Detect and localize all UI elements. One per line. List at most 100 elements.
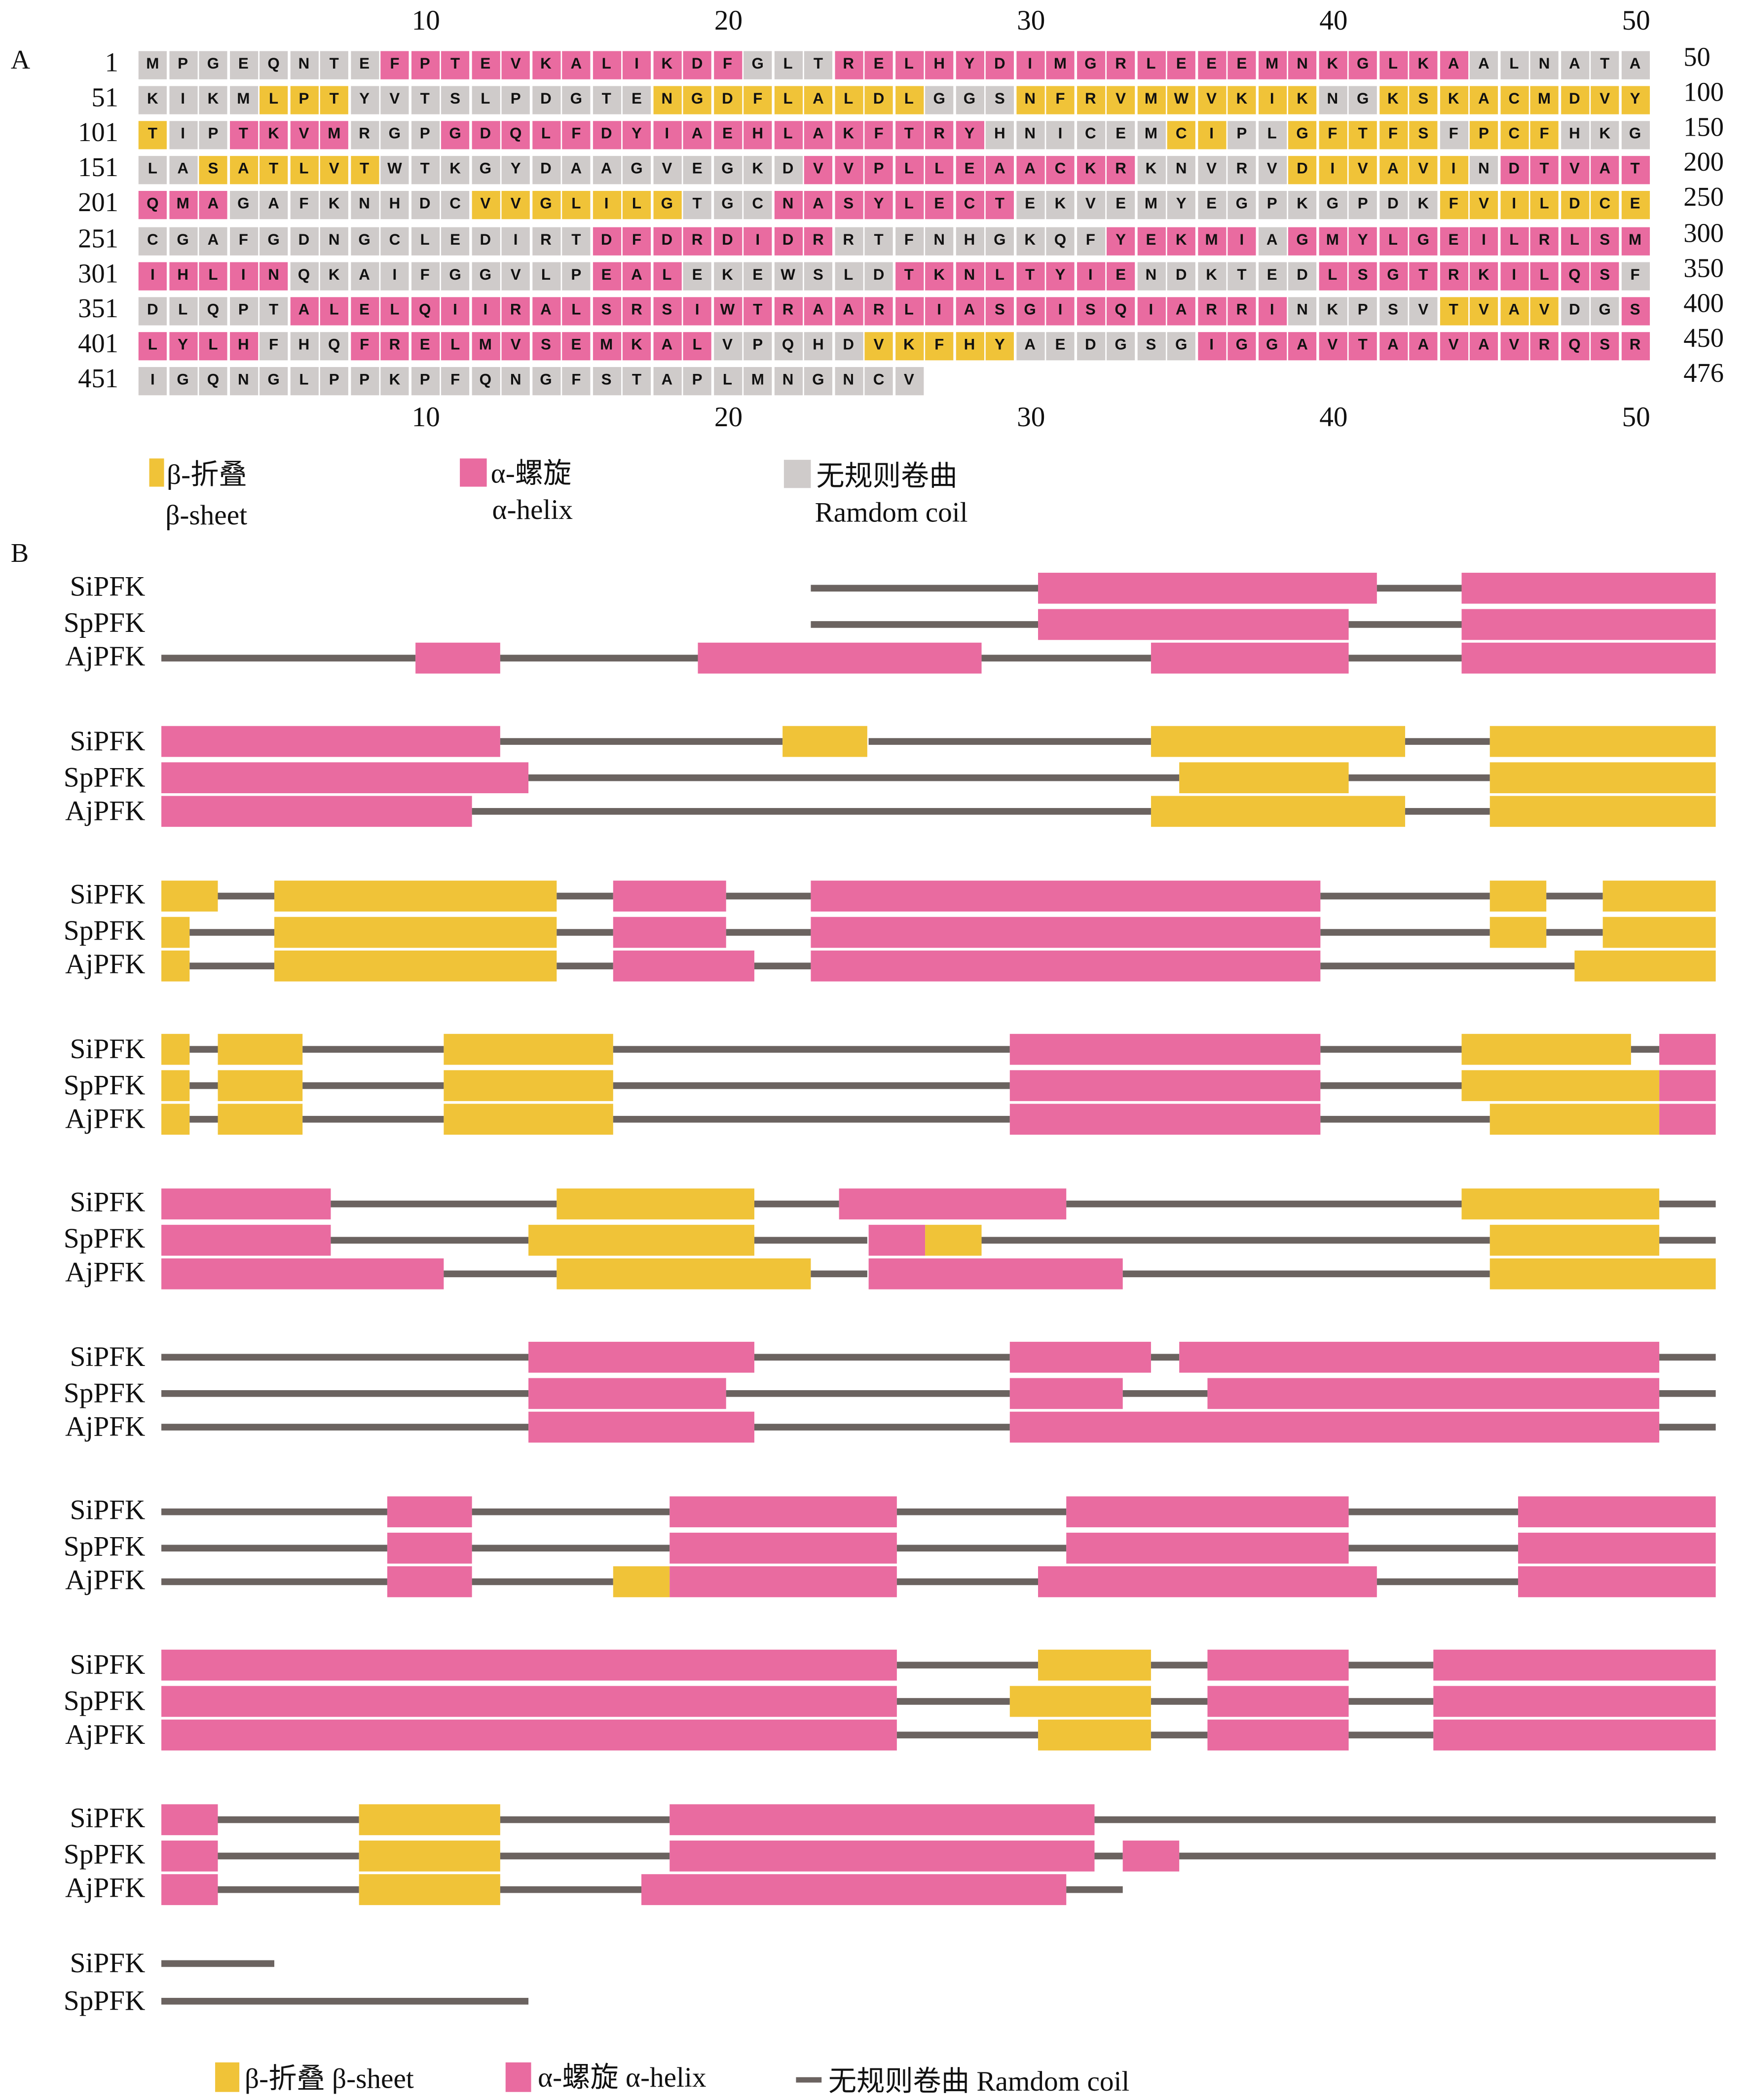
coil-segment [161,1508,388,1515]
residue-cell: A [260,191,288,220]
residue-cell: L [380,296,409,325]
residue-cell: L [1137,51,1165,79]
residue-cell: C [138,226,167,255]
helix-segment [161,1840,218,1871]
helix-swatch [460,458,487,487]
residue-cell: Q [774,332,802,360]
species-label: SiPFK [70,724,146,757]
residue-cell: T [350,156,379,185]
residue-cell: G [1167,332,1195,360]
residue-cell: P [199,121,227,150]
residue-cell: W [713,296,742,325]
residue-cell: S [592,367,621,395]
residue-cell: V [1197,86,1226,114]
residue-cell: A [985,156,1014,185]
residue-cell: L [138,332,167,360]
residue-cell: E [713,121,742,150]
coil-segment [1546,928,1603,935]
sheet-segment [218,1104,303,1135]
sheet-segment [1151,726,1405,757]
coil-segment [500,1815,670,1823]
residue-cell: F [1046,86,1075,114]
residue-cell: F [925,332,954,360]
helix-segment [839,1187,1066,1219]
helix-segment [1066,1532,1349,1563]
residue-cell: D [410,191,439,220]
helix-segment [1659,1104,1716,1135]
residue-cell: K [320,261,348,290]
residue-cell: E [683,261,711,290]
residue-cell: G [471,261,500,290]
residue-cell: F [894,226,923,255]
sheet-segment [1489,916,1547,948]
residue-cell: E [350,51,379,79]
helix-segment [1151,642,1349,673]
residue-cell: G [199,51,227,79]
residue-cell: P [1258,191,1286,220]
residue-cell: R [834,51,863,79]
residue-cell: D [774,226,802,255]
residue-cell: E [1107,261,1135,290]
residue-cell: L [320,296,348,325]
species-label: SpPFK [63,914,146,947]
species-label: SpPFK [63,1684,146,1716]
residue-cell: A [1469,51,1498,79]
ruler-label: 50 [1622,401,1650,433]
coil-segment [1151,1661,1207,1669]
residue-cell: D [683,51,711,79]
residue-cell: G [1288,226,1317,255]
residue-cell: T [1530,156,1559,185]
sheet-segment [1461,1033,1631,1065]
residue-cell: T [260,156,288,185]
residue-cell: R [622,296,651,325]
residue-cell: M [229,86,258,114]
coil-segment [557,962,614,969]
sheet-segment [359,1840,501,1871]
residue-cell: R [531,226,560,255]
sheet-segment [613,1565,670,1597]
residue-cell: M [592,332,621,360]
residue-cell: F [380,51,409,79]
residue-cell: V [653,156,681,185]
residue-cell: Y [169,332,197,360]
residue-cell: I [683,296,711,325]
residue-cell: H [169,261,197,290]
residue-cell: V [320,156,348,185]
helix-segment [528,1378,727,1409]
coil-segment [472,1578,614,1584]
residue-cell: F [622,226,651,255]
coil-segment [1320,892,1490,899]
helix-segment [528,1341,755,1373]
residue-cell: G [683,86,711,114]
residue-cell: I [1318,156,1347,185]
residue-cell: N [229,367,258,395]
helix-segment [1037,608,1349,639]
residue-cell: A [562,51,591,79]
species-label: SiPFK [70,1647,146,1680]
ruler-label: 20 [714,4,743,37]
helix-segment [528,1411,755,1443]
species-label: SiPFK [70,1946,146,1979]
residue-cell: A [1469,332,1498,360]
residue-cell: C [1046,156,1075,185]
sheet-segment [359,1873,501,1905]
row-start-number: 1 [105,48,118,78]
helix-segment [868,1224,925,1255]
coil-segment [1348,1544,1518,1551]
ruler-label: 10 [411,4,440,37]
residue-cell: L [1530,261,1559,290]
residue-cell: K [1409,191,1438,220]
sheet-segment [1179,762,1349,793]
residue-cell: D [592,121,621,150]
residue-cell: N [320,226,348,255]
residue-cell: K [1137,156,1165,185]
residue-cell: E [1197,51,1226,79]
row-end-number: 100 [1683,78,1724,108]
residue-cell: I [1258,86,1286,114]
residue-cell: P [350,367,379,395]
residue-cell: D [1560,191,1589,220]
residue-cell: D [1500,156,1528,185]
residue-cell: N [260,261,288,290]
residue-cell: Q [1560,261,1589,290]
residue-cell: A [562,156,591,185]
